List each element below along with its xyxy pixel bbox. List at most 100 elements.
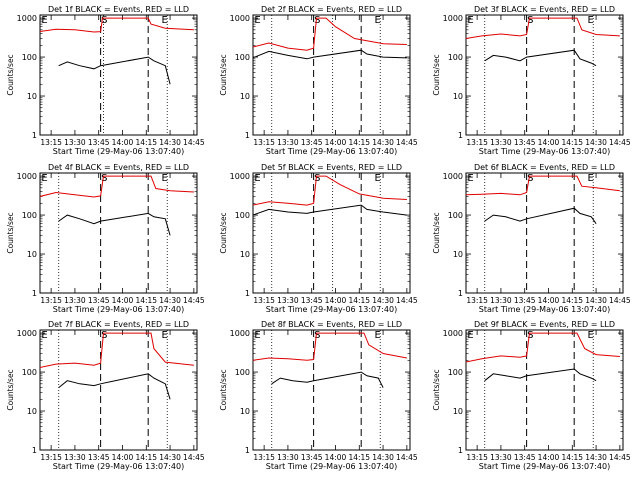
- segment-marker-label: S: [314, 15, 320, 26]
- trace-group: [253, 175, 407, 216]
- plot-frame: [465, 14, 624, 136]
- x-tick-label: 14:15: [561, 296, 583, 305]
- x-tick-label: 14:45: [183, 296, 205, 305]
- y-tick-label: 100: [448, 53, 463, 62]
- segment-marker-label: E: [467, 15, 473, 26]
- plot-frame: [465, 329, 624, 451]
- x-tick-label: 14:45: [609, 138, 631, 147]
- x-tick-label: 14:00: [325, 453, 347, 462]
- x-tick-label: 14:30: [585, 453, 607, 462]
- y-tick-label: 1000: [17, 329, 37, 338]
- x-tick-label: 14:45: [609, 296, 631, 305]
- lld-trace: [466, 175, 620, 196]
- x-tick-label: 13:15: [253, 296, 275, 305]
- segment-marker-label: S: [314, 173, 320, 184]
- y-tick-label: 1000: [443, 172, 463, 181]
- segment-marker-label: S: [527, 330, 533, 341]
- segment-marker-label: E: [375, 173, 381, 184]
- panel-title: Det 9f BLACK = Events, RED = LLD: [474, 320, 615, 329]
- events-trace: [58, 212, 171, 236]
- x-tick-label: 13:45: [514, 296, 536, 305]
- segment-marker-label: E: [41, 15, 47, 26]
- segment-marker-label: E: [254, 15, 260, 26]
- x-axis-label: Start Time (29-May-06 13:07:40): [479, 147, 610, 156]
- x-tick-label: 14:30: [372, 138, 394, 147]
- panel-title: Det 6f BLACK = Events, RED = LLD: [474, 163, 615, 172]
- lld-trace: [253, 175, 407, 206]
- y-tick-label: 1: [458, 446, 463, 455]
- x-tick-label: 14:00: [538, 296, 560, 305]
- x-tick-label: 14:00: [112, 296, 134, 305]
- x-tick-label: 14:15: [348, 453, 370, 462]
- y-tick-label: 100: [22, 211, 37, 220]
- lld-trace: [253, 17, 407, 51]
- y-tick-label: 10: [27, 92, 37, 101]
- x-tick-label: 13:30: [490, 296, 512, 305]
- segment-marker-label: E: [162, 15, 168, 26]
- y-tick-label: 10: [453, 92, 463, 101]
- x-tick-label: 14:15: [135, 138, 157, 147]
- x-tick-label: 13:30: [490, 453, 512, 462]
- events-trace: [253, 204, 407, 216]
- x-tick-label: 14:45: [396, 138, 418, 147]
- x-axis-label: Start Time (29-May-06 13:07:40): [53, 305, 184, 314]
- x-tick-label: 14:45: [396, 296, 418, 305]
- x-tick-label: 13:15: [253, 453, 275, 462]
- x-tick-label: 13:30: [64, 138, 86, 147]
- x-tick-label: 14:30: [585, 296, 607, 305]
- plot-frame: [252, 172, 411, 294]
- y-tick-label: 1000: [230, 14, 250, 23]
- y-tick-label: 10: [240, 250, 250, 259]
- x-tick-label: 13:45: [301, 453, 323, 462]
- x-tick-label: 13:45: [88, 296, 110, 305]
- x-tick-label: 13:30: [64, 296, 86, 305]
- trace-group: [40, 332, 194, 400]
- x-tick-label: 13:45: [88, 453, 110, 462]
- trace-group: [253, 332, 407, 388]
- trace-group: [466, 332, 620, 382]
- x-axis-label: Start Time (29-May-06 13:07:40): [479, 305, 610, 314]
- x-tick-label: 13:45: [301, 296, 323, 305]
- trace-group: [253, 17, 407, 60]
- y-tick-label: 1: [245, 446, 250, 455]
- segment-marker-label: E: [467, 173, 473, 184]
- segment-marker-label: E: [162, 330, 168, 341]
- y-axis-label: Counts/sec: [6, 369, 15, 410]
- x-tick-label: 14:00: [538, 453, 560, 462]
- y-tick-label: 1: [245, 289, 250, 298]
- x-tick-label: 13:15: [253, 138, 275, 147]
- y-tick-label: 10: [240, 92, 250, 101]
- trace-group: [466, 175, 620, 224]
- segment-marker-label: E: [588, 15, 594, 26]
- y-tick-label: 1000: [230, 172, 250, 181]
- x-tick-label: 14:30: [159, 453, 181, 462]
- plot-frame: [39, 329, 198, 451]
- y-tick-label: 1000: [17, 172, 37, 181]
- x-tick-label: 13:15: [466, 138, 488, 147]
- x-tick-label: 14:30: [372, 296, 394, 305]
- x-axis-label: Start Time (29-May-06 13:07:40): [266, 462, 397, 471]
- x-tick-label: 14:45: [609, 453, 631, 462]
- x-tick-label: 14:00: [325, 138, 347, 147]
- segment-marker-label: E: [375, 330, 381, 341]
- plot-frame: [39, 172, 198, 294]
- y-tick-label: 10: [27, 407, 37, 416]
- events-trace: [271, 371, 384, 388]
- x-tick-label: 13:30: [277, 296, 299, 305]
- events-trace: [58, 373, 171, 400]
- y-axis-label: Counts/sec: [432, 212, 441, 253]
- panel-title: Det 3f BLACK = Events, RED = LLD: [474, 5, 615, 14]
- segment-marker-label: E: [41, 330, 47, 341]
- plot-frame: [252, 14, 411, 136]
- panel-title: Det 1f BLACK = Events, RED = LLD: [48, 5, 189, 14]
- y-axis-label: Counts/sec: [219, 212, 228, 253]
- x-axis-label: Start Time (29-May-06 13:07:40): [266, 305, 397, 314]
- x-tick-label: 14:15: [135, 453, 157, 462]
- y-tick-label: 100: [448, 211, 463, 220]
- segment-marker-label: S: [527, 15, 533, 26]
- events-trace: [253, 49, 407, 60]
